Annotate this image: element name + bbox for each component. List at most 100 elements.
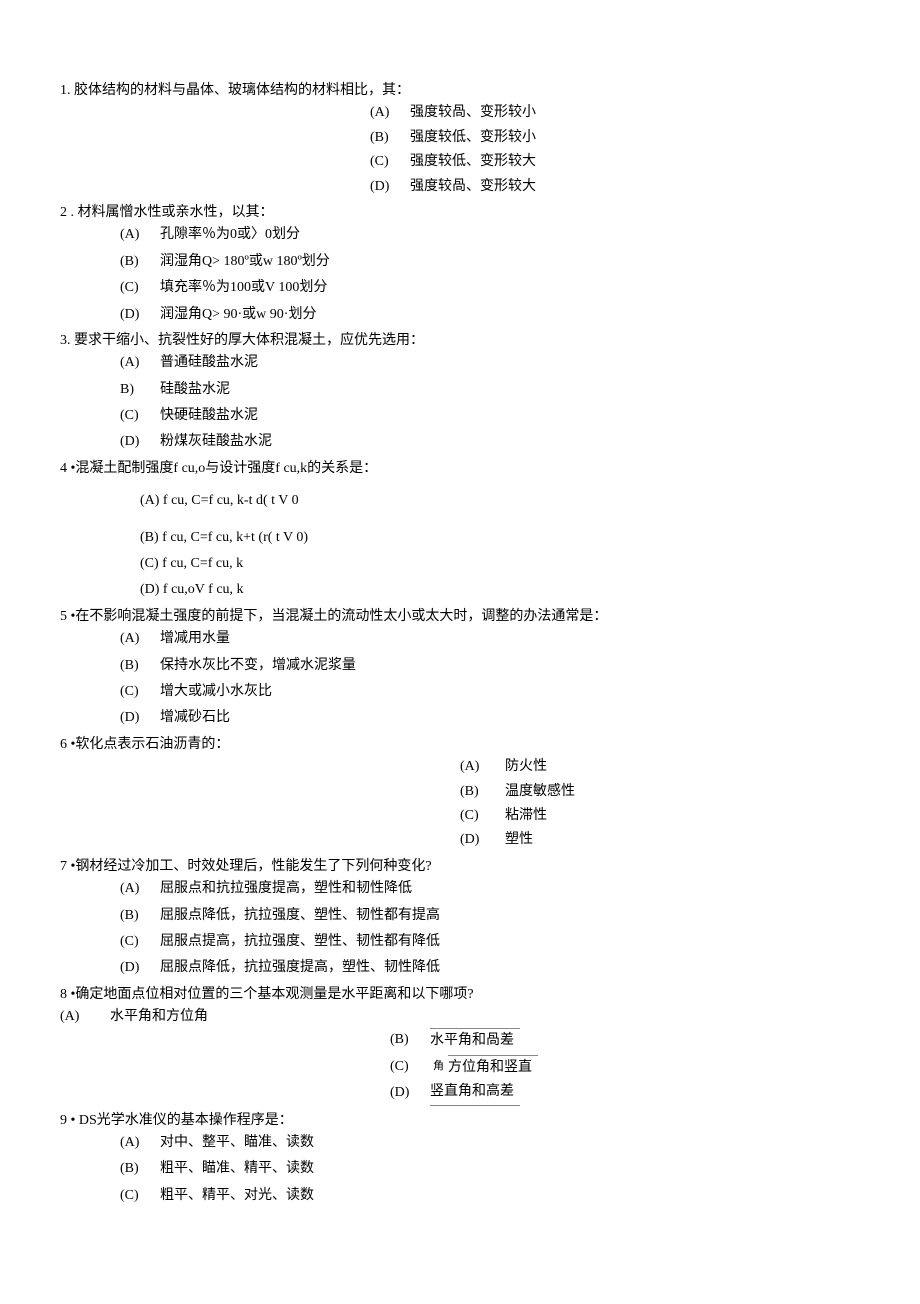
q2-opt-d: (D)润湿角Q> 90·或w 90·划分 bbox=[120, 304, 860, 326]
q5-b-text: 保持水灰比不变，增减水泥浆量 bbox=[160, 655, 356, 677]
q1-c-text: 强度较低、变形较大 bbox=[410, 151, 536, 173]
opt-label-c: (C) bbox=[120, 931, 160, 953]
q9-opt-c: (C)粗平、精平、对光、读数 bbox=[120, 1185, 860, 1207]
opt-label-c: (C) bbox=[120, 1185, 160, 1207]
q1-stem: 1. 胶体结构的材料与晶体、玻璃体结构的材料相比，其： bbox=[60, 80, 860, 102]
q6-opt-a: (A)防火性 bbox=[460, 756, 860, 778]
q5-opt-c: (C)增大或减小水灰比 bbox=[120, 681, 860, 703]
q1-opt-d: (D)强度较咼、变形较大 bbox=[370, 176, 860, 198]
question-6: 6 •软化点表示石油沥青的： (A)防火性 (B)温度敏感性 (C)粘滞性 (D… bbox=[60, 734, 860, 852]
q9-opt-a: (A)对中、整平、瞄准、读数 bbox=[120, 1132, 860, 1154]
q5-opt-a: (A)增减用水量 bbox=[120, 628, 860, 650]
q8-a-text: 水平角和方位角 bbox=[110, 1006, 208, 1028]
q7-opt-b: (B)屈服点降低，抗拉强度、塑性、韧性都有提高 bbox=[120, 905, 860, 927]
q2-c-text: 填充率％为100或V 100划分 bbox=[160, 277, 327, 299]
q4-d-text: (D) f cu,oV f cu, k bbox=[140, 579, 244, 601]
opt-label-d: (D) bbox=[120, 304, 160, 326]
q8-opt-d: (D)竖直角和高差 bbox=[390, 1081, 860, 1105]
q3-opt-d: (D)粉煤灰硅酸盐水泥 bbox=[120, 431, 860, 453]
question-5: 5 •在不影响混凝土强度的前提下，当混凝土的流动性太小或太大时，调整的办法通常是… bbox=[60, 606, 860, 730]
opt-label-c: (C) bbox=[120, 681, 160, 703]
opt-label-b: B) bbox=[120, 379, 160, 401]
q2-opt-c: (C)填充率％为100或V 100划分 bbox=[120, 277, 860, 299]
q6-opt-b: (B)温度敏感性 bbox=[460, 781, 860, 803]
q7-opt-d: (D)屈服点降低，抗拉强度提高，塑性、韧性降低 bbox=[120, 957, 860, 979]
q2-b-text: 润湿角Q> 180º或w 180º划分 bbox=[160, 251, 330, 273]
q9-b-text: 粗平、瞄准、精平、读数 bbox=[160, 1158, 314, 1180]
q1-b-text: 强度较低、变形较小 bbox=[410, 127, 536, 149]
q6-options: (A)防火性 (B)温度敏感性 (C)粘滞性 (D)塑性 bbox=[460, 756, 860, 852]
q4-stem: 4 •混凝土配制强度f cu,o与设计强度f cu,k的关系是： bbox=[60, 458, 860, 480]
q5-opt-b: (B)保持水灰比不变，增减水泥浆量 bbox=[120, 655, 860, 677]
q2-a-text: 孔隙率％为0或〉0划分 bbox=[160, 224, 300, 246]
opt-label-b: (B) bbox=[120, 251, 160, 273]
q4-b-text: (B) f cu, C=f cu, k+t (r( t V 0) bbox=[140, 527, 308, 549]
q3-opt-a: (A)普通硅酸盐水泥 bbox=[120, 352, 860, 374]
q8-opt-a: (A)水平角和方位角 bbox=[60, 1006, 860, 1028]
q6-c-text: 粘滞性 bbox=[505, 805, 547, 827]
q4-a-text: (A) f cu, C=f cu, k-t d( t V 0 bbox=[140, 490, 299, 512]
q3-b-text: 硅酸盐水泥 bbox=[160, 379, 230, 401]
q7-opt-c: (C)屈服点提高，抗拉强度、塑性、韧性都有降低 bbox=[120, 931, 860, 953]
q8-stem: 8 •确定地面点位相对位置的三个基本观测量是水平距离和以下哪项? bbox=[60, 984, 860, 1006]
q3-options: (A)普通硅酸盐水泥 B)硅酸盐水泥 (C)快硬硅酸盐水泥 (D)粉煤灰硅酸盐水… bbox=[120, 352, 860, 454]
opt-label-a: (A) bbox=[120, 224, 160, 246]
question-8: 8 •确定地面点位相对位置的三个基本观测量是水平距离和以下哪项? (A)水平角和… bbox=[60, 984, 860, 1106]
q8-c-text: 方位角和竖直 bbox=[448, 1055, 538, 1079]
q8-options-bcd: (B)水平角和咼差 (C)角方位角和竖直 (D)竖直角和高差 bbox=[390, 1028, 860, 1105]
q6-opt-d: (D)塑性 bbox=[460, 829, 860, 851]
q4-options: (A) f cu, C=f cu, k-t d( t V 0 (B) f cu,… bbox=[140, 490, 860, 602]
q9-c-text: 粗平、精平、对光、读数 bbox=[160, 1185, 314, 1207]
q5-c-text: 增大或减小水灰比 bbox=[160, 681, 272, 703]
q4-opt-d: (D) f cu,oV f cu, k bbox=[140, 579, 860, 601]
q7-d-text: 屈服点降低，抗拉强度提高，塑性、韧性降低 bbox=[160, 957, 440, 979]
q1-opt-b: (B)强度较低、变形较小 bbox=[370, 127, 860, 149]
q9-a-text: 对中、整平、瞄准、读数 bbox=[160, 1132, 314, 1154]
question-1: 1. 胶体结构的材料与晶体、玻璃体结构的材料相比，其： (A)强度较咼、变形较小… bbox=[60, 80, 860, 198]
opt-label-c: (C) bbox=[120, 405, 160, 427]
q1-opt-a: (A)强度较咼、变形较小 bbox=[370, 102, 860, 124]
opt-label-a: (A) bbox=[120, 628, 160, 650]
q7-opt-a: (A)屈服点和抗拉强度提高，塑性和韧性降低 bbox=[120, 878, 860, 900]
q5-stem: 5 •在不影响混凝土强度的前提下，当混凝土的流动性太小或太大时，调整的办法通常是… bbox=[60, 606, 860, 628]
opt-label-a: (A) bbox=[120, 1132, 160, 1154]
q1-a-text: 强度较咼、变形较小 bbox=[410, 102, 536, 124]
q6-b-text: 温度敏感性 bbox=[505, 781, 575, 803]
q1-options: (A)强度较咼、变形较小 (B)强度较低、变形较小 (C)强度较低、变形较大 (… bbox=[370, 102, 860, 198]
opt-label-d: (D) bbox=[460, 829, 505, 851]
opt-label-b: (B) bbox=[370, 127, 410, 149]
q6-d-text: 塑性 bbox=[505, 829, 533, 851]
q7-a-text: 屈服点和抗拉强度提高，塑性和韧性降低 bbox=[160, 878, 412, 900]
q8-d-text: 竖直角和高差 bbox=[430, 1081, 520, 1105]
q4-opt-b: (B) f cu, C=f cu, k+t (r( t V 0) bbox=[140, 527, 860, 549]
q9-stem: 9 • DS光学水准仪的基本操作程序是： bbox=[60, 1110, 860, 1132]
opt-label-b: (B) bbox=[460, 781, 505, 803]
opt-label-d: (D) bbox=[390, 1082, 430, 1104]
q8-opt-b: (B)水平角和咼差 bbox=[390, 1028, 860, 1052]
opt-label-b: (B) bbox=[120, 655, 160, 677]
opt-label-c: (C) bbox=[390, 1056, 430, 1078]
q9-opt-b: (B)粗平、瞄准、精平、读数 bbox=[120, 1158, 860, 1180]
q4-opt-c: (C) f cu, C=f cu, k bbox=[140, 553, 860, 575]
q1-opt-c: (C)强度较低、变形较大 bbox=[370, 151, 860, 173]
q3-a-text: 普通硅酸盐水泥 bbox=[160, 352, 258, 374]
q4-c-text: (C) f cu, C=f cu, k bbox=[140, 553, 243, 575]
q5-d-text: 增减砂石比 bbox=[160, 707, 230, 729]
question-2: 2 . 材料属憎水性或亲水性，以其： (A)孔隙率％为0或〉0划分 (B)润湿角… bbox=[60, 202, 860, 326]
q2-opt-b: (B)润湿角Q> 180º或w 180º划分 bbox=[120, 251, 860, 273]
q6-opt-c: (C)粘滞性 bbox=[460, 805, 860, 827]
q3-d-text: 粉煤灰硅酸盐水泥 bbox=[160, 431, 272, 453]
opt-label-d: (D) bbox=[120, 957, 160, 979]
q8-b-text: 水平角和咼差 bbox=[430, 1028, 520, 1052]
q7-stem: 7 •钢材经过冷加工、时效处理后，性能发生了下列何种变化? bbox=[60, 856, 860, 878]
opt-label-d: (D) bbox=[120, 431, 160, 453]
q6-a-text: 防火性 bbox=[505, 756, 547, 778]
question-4: 4 •混凝土配制强度f cu,o与设计强度f cu,k的关系是： (A) f c… bbox=[60, 458, 860, 602]
q7-b-text: 屈服点降低，抗拉强度、塑性、韧性都有提高 bbox=[160, 905, 440, 927]
q4-opt-a: (A) f cu, C=f cu, k-t d( t V 0 bbox=[140, 490, 860, 512]
q7-c-text: 屈服点提高，抗拉强度、塑性、韧性都有降低 bbox=[160, 931, 440, 953]
question-9: 9 • DS光学水准仪的基本操作程序是： (A)对中、整平、瞄准、读数 (B)粗… bbox=[60, 1110, 860, 1208]
opt-label-a: (A) bbox=[370, 102, 410, 124]
opt-label-c: (C) bbox=[120, 277, 160, 299]
q5-opt-d: (D)增减砂石比 bbox=[120, 707, 860, 729]
